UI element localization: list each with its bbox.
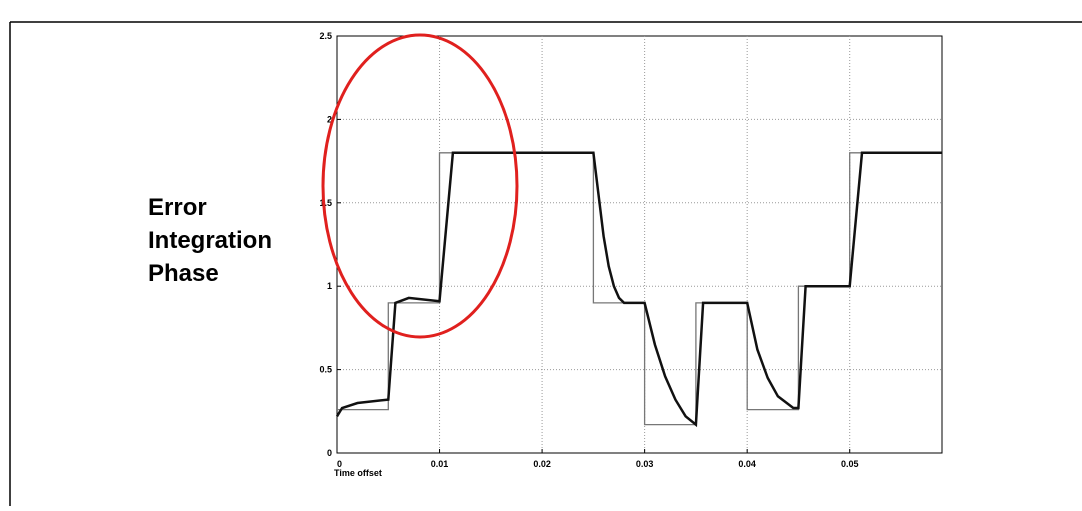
annotation: Error Integration Phase: [148, 194, 272, 287]
x-tick-label: 0.03: [636, 459, 654, 469]
x-axis-label: Time offset: [334, 468, 382, 478]
y-tick-label: 1: [327, 281, 332, 291]
x-tick-label: 0.01: [431, 459, 449, 469]
series-line: [335, 151, 942, 428]
x-tick-label: 0: [337, 459, 342, 469]
y-tick-label: 2: [327, 114, 332, 124]
plot-area: [336, 35, 943, 454]
x-tick-label: 0.02: [533, 459, 551, 469]
y-tick-label: 1.5: [319, 198, 332, 208]
y-tick-label: 0: [327, 448, 332, 458]
y-tick-label: 0.5: [319, 365, 332, 375]
series-line: [337, 152, 942, 426]
highlight-ellipse: [321, 33, 519, 339]
y-tick-label: 2.5: [319, 31, 332, 41]
x-tick-label: 0.04: [738, 459, 756, 469]
x-tick-label: 0.05: [841, 459, 859, 469]
